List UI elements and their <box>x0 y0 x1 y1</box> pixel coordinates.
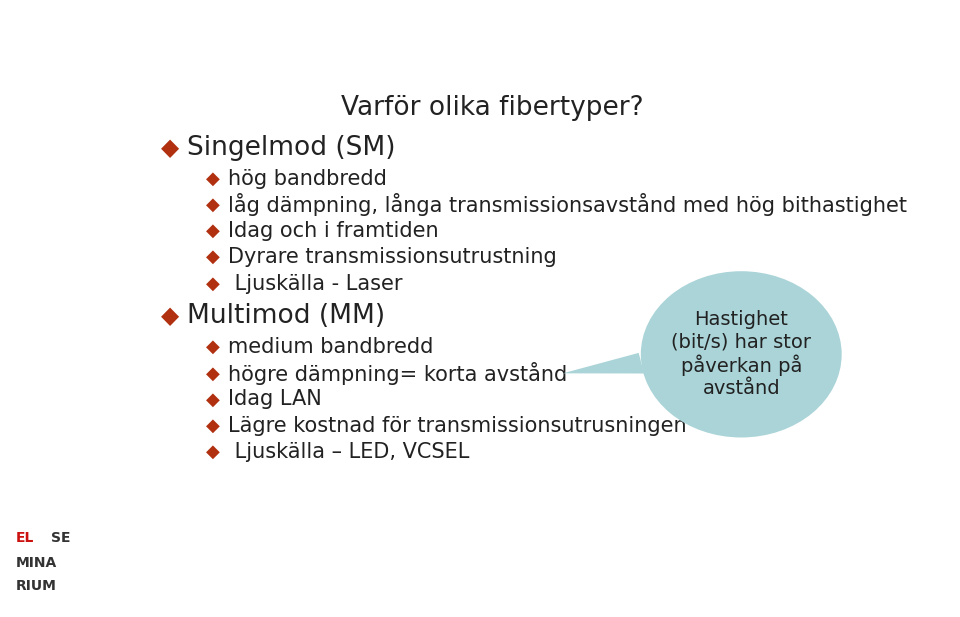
Text: hög bandbredd: hög bandbredd <box>228 168 387 189</box>
Text: ◆: ◆ <box>205 338 220 356</box>
Text: ◆: ◆ <box>205 443 220 461</box>
Text: låg dämpning, långa transmissionsavstånd med hög bithastighet: låg dämpning, långa transmissionsavstånd… <box>228 193 907 216</box>
Text: Idag LAN: Idag LAN <box>228 389 322 410</box>
Ellipse shape <box>641 271 842 437</box>
Text: medium bandbredd: medium bandbredd <box>228 337 433 357</box>
Text: Varför olika fibertyper?: Varför olika fibertyper? <box>341 96 643 122</box>
Text: ◆: ◆ <box>205 416 220 434</box>
Text: ◆: ◆ <box>205 170 220 188</box>
Text: ◆: ◆ <box>161 136 180 160</box>
Text: Hastighet
(bit/s) har stor
påverkan på
avstånd: Hastighet (bit/s) har stor påverkan på a… <box>671 310 811 399</box>
Text: EL: EL <box>15 531 34 545</box>
Text: Ljuskälla – LED, VCSEL: Ljuskälla – LED, VCSEL <box>228 442 469 462</box>
Text: ◆: ◆ <box>205 222 220 240</box>
Text: Singelmod (SM): Singelmod (SM) <box>187 135 396 160</box>
Text: SE: SE <box>51 531 70 545</box>
Text: Lägre kostnad för transmissionsutrusningen: Lägre kostnad för transmissionsutrusning… <box>228 416 686 436</box>
Text: ◆: ◆ <box>161 304 180 328</box>
Text: MINA: MINA <box>15 556 57 569</box>
Text: Dyrare transmissionsutrustning: Dyrare transmissionsutrustning <box>228 247 557 267</box>
Polygon shape <box>563 353 644 373</box>
Text: Ljuskälla - Laser: Ljuskälla - Laser <box>228 274 402 294</box>
Text: Multimod (MM): Multimod (MM) <box>187 304 385 329</box>
Text: ◆: ◆ <box>205 196 220 213</box>
Text: ◆: ◆ <box>205 275 220 293</box>
Text: ◆: ◆ <box>205 248 220 266</box>
Text: ◆: ◆ <box>205 391 220 408</box>
Text: RIUM: RIUM <box>15 579 57 594</box>
Text: högre dämpning= korta avstånd: högre dämpning= korta avstånd <box>228 362 567 385</box>
Text: ◆: ◆ <box>205 365 220 383</box>
Text: Idag och i framtiden: Idag och i framtiden <box>228 221 439 241</box>
